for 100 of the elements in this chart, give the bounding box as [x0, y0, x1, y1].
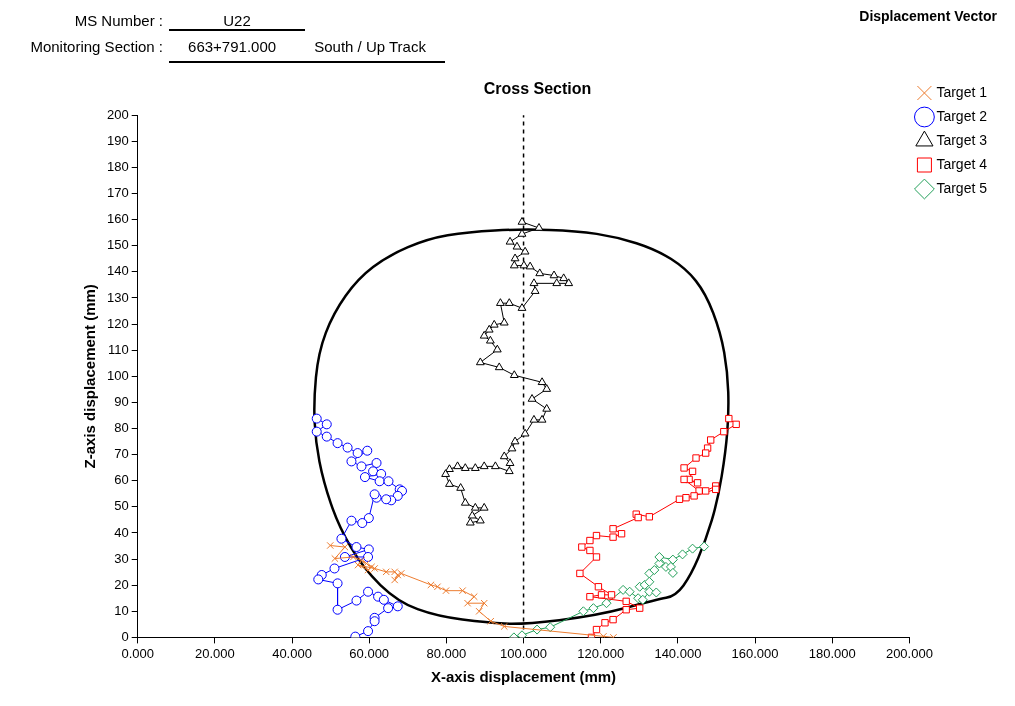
legend-label: Target 4 [936, 155, 988, 172]
chart-title: Cross Section [483, 80, 592, 98]
point [453, 461, 462, 470]
point [504, 466, 514, 475]
point [442, 586, 450, 595]
legend-label: Target 2 [936, 107, 988, 124]
point [654, 551, 665, 562]
text: South / Up Track [314, 38, 426, 55]
point [675, 495, 684, 503]
y-tick-label: 160 [106, 211, 129, 227]
y-tick-label: 120 [106, 315, 129, 331]
point [680, 464, 688, 472]
y-tick-label: 70 [114, 446, 129, 462]
point [369, 616, 380, 627]
point [636, 604, 644, 612]
point [362, 445, 373, 456]
point [509, 370, 519, 379]
point [594, 583, 603, 591]
point [356, 461, 367, 472]
point [682, 494, 690, 502]
point [397, 569, 405, 578]
point [578, 543, 586, 551]
x-tick-label: 100.000 [500, 645, 548, 661]
x-tick-label: 120.000 [577, 645, 625, 661]
point [336, 533, 347, 544]
point [332, 604, 343, 615]
point [527, 394, 537, 402]
point [480, 599, 488, 607]
point [645, 513, 654, 521]
point [517, 630, 528, 638]
y-tick-label: 150 [106, 237, 129, 253]
y-axis-title: Z-axis displacement (mm) [81, 284, 99, 469]
legend-label: Target 5 [936, 179, 988, 196]
point [368, 466, 379, 477]
point [351, 595, 362, 606]
legend-label: Target 1 [936, 83, 988, 100]
point [359, 472, 370, 483]
point [475, 607, 483, 615]
point [690, 492, 698, 500]
point [500, 622, 508, 631]
point [363, 626, 374, 637]
point [588, 603, 599, 614]
point [479, 330, 489, 339]
point [517, 216, 527, 225]
point [564, 278, 574, 287]
point [433, 583, 442, 591]
point [470, 463, 480, 471]
point [354, 561, 362, 569]
point [609, 615, 617, 624]
point [644, 586, 655, 597]
point [586, 546, 594, 555]
point [622, 597, 630, 606]
point [637, 594, 648, 605]
point [509, 260, 519, 269]
point [383, 476, 394, 487]
point [622, 606, 630, 614]
point [346, 515, 357, 526]
point [475, 357, 485, 366]
point [463, 599, 472, 607]
x-tick-label: 40.000 [272, 645, 312, 661]
y-tick-label: 10 [114, 602, 129, 618]
point [687, 543, 698, 554]
point [465, 517, 475, 526]
point [644, 576, 655, 587]
point [492, 344, 502, 353]
point [349, 553, 358, 561]
point [456, 483, 466, 491]
point [392, 490, 403, 501]
point [489, 319, 499, 328]
point [707, 436, 715, 444]
point [520, 428, 530, 437]
x-tick-label: 0.000 [121, 645, 154, 661]
point [479, 502, 489, 511]
y-tick-label: 40 [114, 524, 129, 540]
x-tick-label: 160.000 [731, 645, 779, 661]
point [702, 487, 710, 495]
x-tick-label: 20.000 [194, 645, 235, 661]
point [342, 442, 353, 453]
point [510, 436, 520, 445]
point [578, 606, 589, 617]
x-tick-label: 140.000 [654, 645, 702, 661]
point [460, 463, 470, 471]
point [693, 479, 702, 487]
point [667, 567, 678, 578]
point [504, 298, 514, 306]
point [505, 458, 515, 466]
point [487, 617, 495, 625]
point [586, 536, 594, 545]
point [331, 554, 339, 563]
point [363, 551, 374, 562]
point [720, 427, 728, 436]
x-axis-title: X-axis displacement (mm) [431, 668, 617, 686]
point [530, 286, 540, 294]
point [702, 449, 710, 457]
point [529, 278, 539, 287]
point [535, 268, 545, 277]
y-tick-label: 0 [121, 628, 129, 644]
point [505, 236, 515, 245]
point [371, 457, 382, 468]
y-tick-label: 90 [114, 393, 129, 409]
